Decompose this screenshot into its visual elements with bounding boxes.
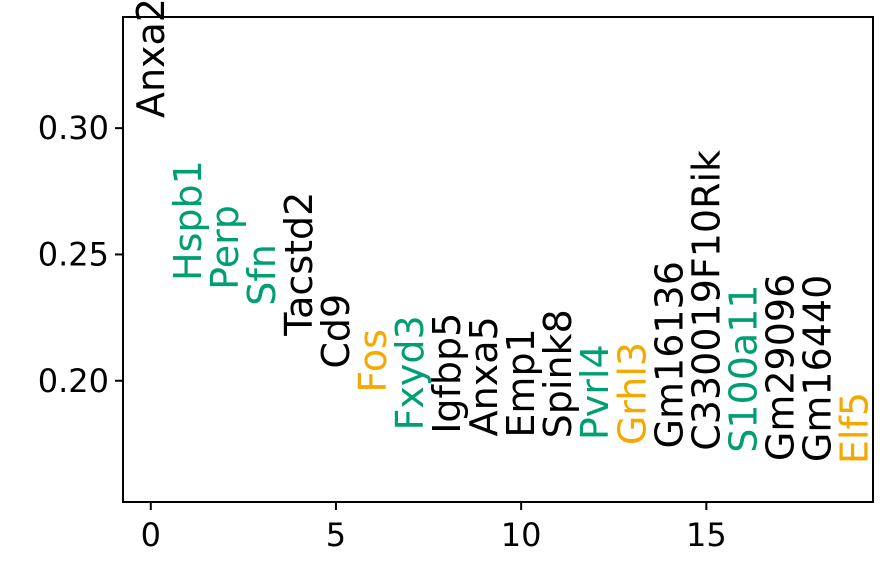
gene-label-igfbp5: Igfbp5 xyxy=(425,313,469,434)
gene-label-elf5: Elf5 xyxy=(832,392,876,464)
gene-label-gm16136: Gm16136 xyxy=(647,261,691,448)
y-tick-label: 0.30 xyxy=(38,109,109,147)
gene-label-fxyd3: Fxyd3 xyxy=(388,315,432,430)
gene-label-gm16440: Gm16440 xyxy=(795,275,839,462)
gene-label-anxa2: Anxa2 xyxy=(129,0,173,118)
gene-labels: Anxa2 Hspb1PerpSfnTacstd2Cd9FosFxyd3Igfbp… xyxy=(129,0,877,464)
gene-label-c330019f10rik: C330019F10Rik xyxy=(684,150,728,451)
gene-label-pvrl4: Pvrl4 xyxy=(573,344,617,440)
axis-ticks: 0 5 10 15 0.20 0.25 0.30 xyxy=(38,109,727,554)
y-tick-label: 0.25 xyxy=(38,235,109,273)
x-tick-label: 5 xyxy=(326,516,346,554)
y-tick-label: 0.20 xyxy=(38,362,109,400)
gene-label-s100a11: S100a11 xyxy=(721,284,765,452)
gene-label-tacstd2: Tacstd2 xyxy=(277,192,321,337)
x-tick-label: 0 xyxy=(141,516,161,554)
gene-label-spink8: Spink8 xyxy=(536,309,580,438)
gene-label-hspb1: Hspb1 xyxy=(166,160,210,281)
gene-label-perp: Perp xyxy=(203,205,247,290)
plot-frame xyxy=(122,16,874,503)
gene-label-gm29096: Gm29096 xyxy=(758,274,802,461)
gene-label-sfn: Sfn xyxy=(240,244,284,306)
gene-label-anxa5: Anxa5 xyxy=(462,316,506,436)
gene-label-fos: Fos xyxy=(351,329,395,393)
gene-label-grhl3: Grhl3 xyxy=(610,342,654,445)
gene-label-cd9: Cd9 xyxy=(314,294,358,369)
x-tick-label: 15 xyxy=(686,516,727,554)
x-tick-label: 10 xyxy=(501,516,542,554)
gene-label-emp1: Emp1 xyxy=(499,328,543,437)
